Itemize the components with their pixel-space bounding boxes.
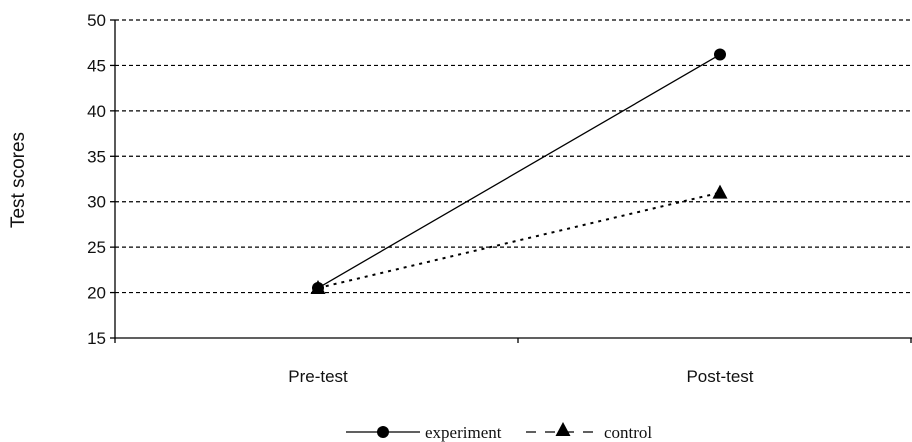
control-line (317, 191, 721, 290)
y-tick-label: 25 (87, 238, 106, 257)
experiment-line (317, 53, 721, 289)
gridlines (115, 19, 912, 294)
legend-experiment-marker (377, 426, 389, 438)
y-tick-label: 45 (87, 56, 106, 75)
series (310, 48, 728, 295)
y-axis-title: Test scores (8, 132, 29, 228)
legend-control-marker (555, 422, 571, 436)
legend-experiment-label: experiment (425, 423, 502, 442)
y-tick-label: 20 (87, 284, 106, 303)
legend: experiment control (346, 422, 652, 442)
y-tick-label: 15 (87, 329, 106, 348)
axes (114, 20, 912, 339)
y-tick-label: 30 (87, 193, 106, 212)
control-point (712, 184, 728, 199)
x-tick-label: Pre-test (288, 367, 348, 386)
y-tick-label: 40 (87, 102, 106, 121)
x-tick-label: Post-test (686, 367, 753, 386)
y-tick-label: 50 (87, 11, 106, 30)
y-tick-label: 35 (87, 147, 106, 166)
experiment-point (714, 48, 726, 61)
series-experiment (312, 48, 726, 295)
x-tick-labels: Pre-test Post-test (114, 338, 912, 386)
experiment-point (312, 282, 324, 295)
y-tick-labels: 15 20 25 30 35 40 45 50 (87, 11, 115, 348)
series-control (310, 184, 728, 295)
legend-control-label: control (604, 423, 652, 442)
